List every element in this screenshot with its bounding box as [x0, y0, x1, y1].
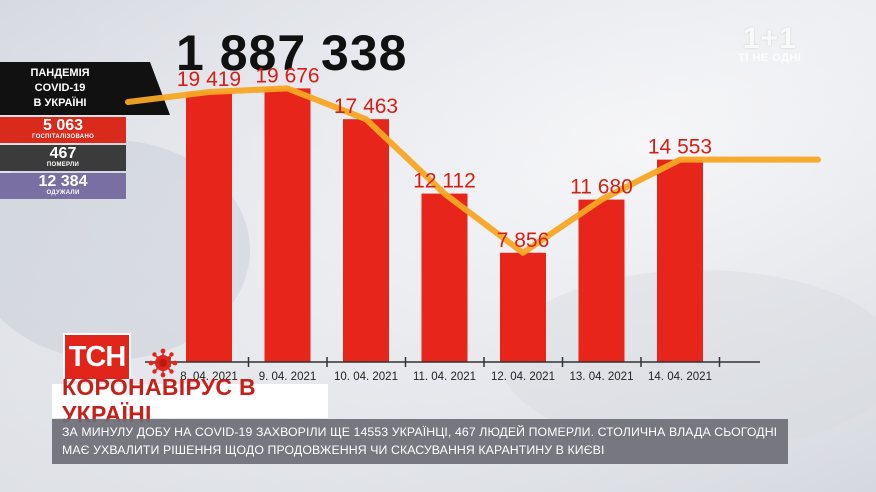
total-cases: 1 887 338 — [176, 25, 408, 81]
bar — [421, 193, 468, 362]
tsn-logo: ТСН — [63, 333, 131, 381]
bar — [264, 88, 311, 362]
data-label: 19 419 — [177, 68, 241, 91]
trend-line — [125, 85, 821, 256]
stat-value: 467 — [49, 145, 77, 162]
data-label: 12 112 — [413, 170, 476, 193]
stat-value: 5 063 — [42, 117, 84, 134]
tick-label: 14. 04. 2021 — [648, 371, 712, 383]
stats-heading-line: COVID-19 — [34, 82, 86, 94]
tick-label: 8. 04. 2021 — [180, 371, 238, 383]
stats-heading-line: В УКРАЇНІ — [33, 97, 87, 109]
stat-hospitalized: 5 063 ГОСПІТАЛІЗОВАНО — [0, 117, 126, 143]
stats-heading: ПАНДЕМІЯ COVID-19 В УКРАЇНІ — [0, 62, 170, 115]
pandemic-stats-panel: ПАНДЕМІЯ COVID-19 В УКРАЇНІ 5 063 ГОСПІТ… — [0, 62, 170, 199]
data-label: 17 463 — [334, 95, 398, 118]
bar — [657, 159, 703, 362]
data-label: 14 553 — [648, 136, 712, 159]
stat-deaths: 467 ПОМЕРЛИ — [0, 145, 126, 171]
tick-label: 13. 04. 2021 — [570, 371, 634, 383]
stat-label: ГОСПІТАЛІЗОВАНО — [31, 134, 95, 140]
stat-label: ОДУЖАЛИ — [46, 190, 80, 196]
tick-label: 12. 04. 2021 — [491, 371, 555, 383]
data-label: 19 676 — [255, 64, 319, 87]
tick-label: 10. 04. 2021 — [334, 371, 398, 383]
tick-label: 11. 04. 2021 — [413, 371, 476, 383]
bar — [500, 252, 546, 362]
tick-label: 9. 04. 2021 — [259, 371, 317, 383]
channel-logo-slogan: ТІ НЕ ОДНІ — [738, 52, 802, 64]
stats-heading-line: ПАНДЕМІЯ — [30, 67, 90, 79]
stat-recovered: 12 384 ОДУЖАЛИ — [0, 173, 126, 199]
stat-label: ПОМЕРЛИ — [46, 162, 80, 168]
data-label: 7 856 — [497, 229, 550, 252]
channel-logo-main: 1+1 — [742, 22, 797, 55]
stat-value: 12 384 — [38, 173, 88, 190]
news-ticker: ЗА МИНУЛУ ДОБУ НА COVID-19 ЗАХВОРІЛИ ЩЕ … — [52, 419, 788, 464]
channel-logo: 1+1 ТІ НЕ ОДНІ — [738, 22, 801, 64]
headline: КОРОНАВІРУС В УКРАЇНІ — [52, 374, 328, 427]
virus-icon — [148, 348, 178, 378]
data-label: 11 680 — [570, 176, 633, 199]
bar — [186, 91, 232, 362]
bar — [578, 199, 625, 362]
bar — [343, 119, 389, 362]
